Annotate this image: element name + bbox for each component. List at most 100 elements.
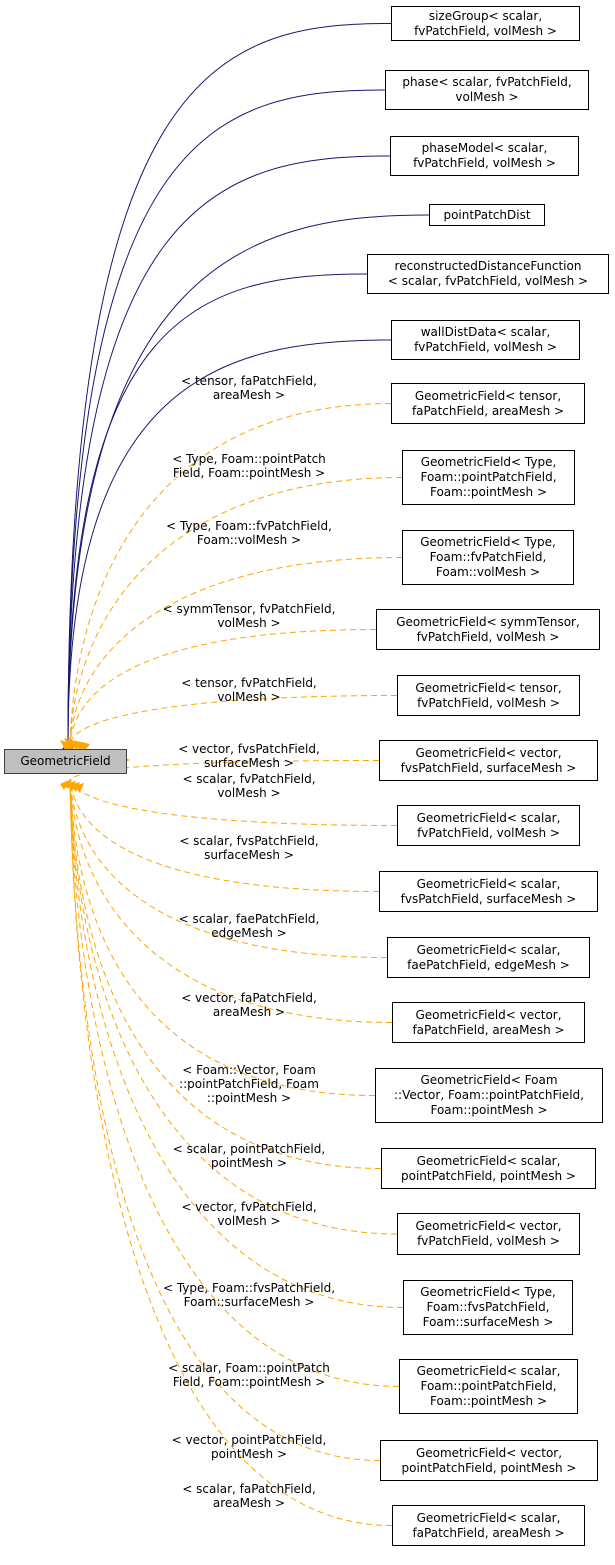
class-node-21[interactable]: GeometricField< vector, pointPatchField, …	[380, 1440, 598, 1481]
class-node-13[interactable]: GeometricField< scalar, fvsPatchField, su…	[379, 871, 598, 912]
class-node-22[interactable]: GeometricField< scalar, faPatchField, are…	[392, 1505, 585, 1546]
edge-template-15	[69, 779, 393, 1023]
edge-label-line: < scalar, faPatchField,	[182, 1482, 316, 1496]
edge-label-21: < vector, pointPatchField, pointMesh >	[149, 1433, 349, 1461]
edge-label-line: areaMesh >	[212, 1005, 286, 1019]
edge-template-18	[69, 779, 398, 1235]
class-node-line: pointPatchField, pointMesh >	[401, 1168, 576, 1183]
edge-label-line: Foam::volMesh >	[196, 533, 302, 547]
class-node-3[interactable]: pointPatchDist	[429, 204, 545, 226]
class-node-line: fvPatchField, volMesh >	[416, 629, 560, 644]
template-arrowhead	[60, 780, 70, 790]
edge-label-19: < Type, Foam::fvsPatchField, Foam::surfac…	[149, 1281, 349, 1309]
class-node-2[interactable]: phaseModel< scalar, fvPatchField, volMesh…	[390, 136, 579, 176]
edge-label-7: < Type, Foam::pointPatch Field, Foam::poi…	[149, 452, 349, 480]
edge-template-9	[69, 629, 377, 744]
class-node-4[interactable]: reconstructedDistanceFunction < scalar, f…	[367, 254, 609, 294]
class-node-5[interactable]: wallDistData< scalar, fvPatchField, volMe…	[391, 320, 580, 360]
edge-label-17: < scalar, pointPatchField, pointMesh >	[149, 1142, 349, 1170]
class-node-line: pointPatchField, pointMesh >	[401, 1460, 577, 1475]
edge-template-22	[69, 779, 393, 1526]
edge-template-19	[69, 779, 404, 1308]
edge-label-12: < scalar, fvPatchField, volMesh >	[149, 772, 349, 800]
edge-template-8	[69, 557, 403, 744]
class-node-line: GeometricField< vector,	[415, 745, 562, 760]
class-node-line: faePatchField, edgeMesh >	[407, 957, 570, 972]
class-node-line: Foam::pointPatchField,	[420, 470, 557, 484]
edge-template-21	[69, 779, 381, 1461]
class-node-line: GeometricField< vector,	[415, 1445, 563, 1460]
edge-label-line: < Type, Foam::pointPatch	[172, 452, 326, 466]
edge-label-line: < vector, pointPatchField,	[171, 1433, 327, 1447]
geometricfield-root-node[interactable]: GeometricField	[4, 749, 127, 774]
class-node-9[interactable]: GeometricField< symmTensor, fvPatchField,…	[376, 609, 600, 650]
class-node-16[interactable]: GeometricField< Foam::Vector, Foam::poin…	[375, 1068, 603, 1123]
class-node-line: Foam::pointPatchField,	[420, 1379, 557, 1393]
edge-label-line: Foam::surfaceMesh >	[183, 1295, 315, 1309]
class-node-line: reconstructedDistanceFunction	[394, 259, 582, 273]
class-node-line: fvPatchField, volMesh >	[414, 340, 557, 354]
class-node-12[interactable]: GeometricField< scalar, fvPatchField, vol…	[397, 805, 580, 846]
edge-label-13: < scalar, fvsPatchField, surfaceMesh >	[149, 834, 349, 862]
edge-label-line: < scalar, Foam::pointPatch	[168, 1361, 330, 1375]
class-node-20[interactable]: GeometricField< scalar, Foam::pointPatchF…	[399, 1359, 578, 1414]
edge-label-11: < vector, fvsPatchField, surfaceMesh >	[149, 742, 349, 770]
class-node-18[interactable]: GeometricField< vector, fvPatchField, vol…	[397, 1213, 580, 1255]
class-node-7[interactable]: GeometricField< Type, Foam::pointPatchFie…	[402, 450, 575, 505]
class-node-14[interactable]: GeometricField< scalar, faePatchField, ed…	[387, 937, 590, 978]
edge-template-11	[69, 760, 380, 781]
edge-label-line: Field, Foam::pointMesh >	[172, 466, 326, 480]
class-node-11[interactable]: GeometricField< vector, fvsPatchField, su…	[379, 740, 598, 781]
edge-label-22: < scalar, faPatchField, areaMesh >	[149, 1482, 349, 1510]
class-node-17[interactable]: GeometricField< scalar, pointPatchField, …	[381, 1148, 596, 1189]
edge-label-line: volMesh >	[217, 690, 281, 704]
class-node-0[interactable]: sizeGroup< scalar, fvPatchField, volMesh …	[391, 6, 580, 41]
edge-label-line: < vector, fvPatchField,	[181, 1200, 317, 1214]
class-node-8[interactable]: GeometricField< Type, Foam::fvPatchField,…	[402, 530, 574, 585]
edge-inheritance-5	[67, 339, 392, 744]
edge-label-line: ::pointMesh >	[206, 1091, 292, 1105]
class-node-line: fvsPatchField, surfaceMesh >	[400, 760, 577, 775]
edge-inheritance-3	[67, 214, 430, 744]
class-node-line: fvPatchField, volMesh >	[417, 825, 560, 840]
class-node-line: GeometricField< tensor,	[415, 680, 562, 695]
class-node-line: volMesh >	[455, 90, 519, 104]
edge-label-line: < tensor, fvPatchField,	[181, 676, 317, 690]
edge-template-17	[69, 779, 382, 1169]
class-node-line: pointPatchDist	[443, 207, 531, 222]
edge-label-9: < symmTensor, fvPatchField, volMesh >	[149, 602, 349, 630]
edge-label-line: volMesh >	[217, 616, 281, 630]
class-node-line: fvPatchField, volMesh >	[414, 23, 557, 38]
edge-inheritance-0	[67, 23, 392, 744]
class-node-line: fvPatchField, volMesh >	[417, 695, 560, 710]
edge-inheritance-1	[67, 89, 386, 744]
edge-label-line: pointMesh >	[210, 1447, 288, 1461]
class-node-line: GeometricField< symmTensor,	[396, 614, 580, 629]
class-node-line: GeometricField< scalar,	[416, 810, 561, 825]
class-node-15[interactable]: GeometricField< vector, faPatchField, are…	[392, 1002, 585, 1043]
class-node-6[interactable]: GeometricField< tensor, faPatchField, are…	[391, 383, 585, 424]
edge-label-line: < scalar, faePatchField,	[178, 912, 320, 926]
class-node-1[interactable]: phase< scalar, fvPatchField, volMesh >	[385, 70, 589, 110]
edge-label-6: < tensor, faPatchField, areaMesh >	[149, 374, 349, 402]
template-arrowhead	[74, 783, 84, 793]
class-node-line: GeometricField< vector,	[415, 1007, 562, 1022]
class-node-line: GeometricField< scalar,	[416, 942, 561, 957]
edge-label-line: < Type, Foam::fvsPatchField,	[162, 1281, 336, 1295]
edge-label-8: < Type, Foam::fvPatchField, Foam::volMesh…	[149, 519, 349, 547]
class-node-10[interactable]: GeometricField< tensor, fvPatchField, vol…	[397, 675, 580, 716]
class-node-line: Foam::fvPatchField,	[429, 550, 547, 564]
edge-template-14	[69, 779, 388, 958]
edge-label-line: edgeMesh >	[211, 926, 287, 940]
class-node-19[interactable]: GeometricField< Type, Foam::fvsPatchField…	[403, 1280, 573, 1335]
edge-label-line: areaMesh >	[212, 1496, 286, 1510]
edge-label-20: < scalar, Foam::pointPatch Field, Foam::p…	[149, 1361, 349, 1389]
class-node-line: faPatchField, areaMesh >	[412, 1525, 565, 1540]
class-node-line: ::Vector, Foam::pointPatchField,	[394, 1088, 584, 1102]
class-node-line: GeometricField< scalar,	[416, 876, 561, 891]
edge-label-line: < Type, Foam::fvPatchField,	[166, 519, 332, 533]
class-node-line: Foam::pointMesh >	[429, 485, 547, 499]
edge-label-line: < scalar, pointPatchField,	[172, 1142, 326, 1156]
edge-template-13	[69, 779, 380, 892]
